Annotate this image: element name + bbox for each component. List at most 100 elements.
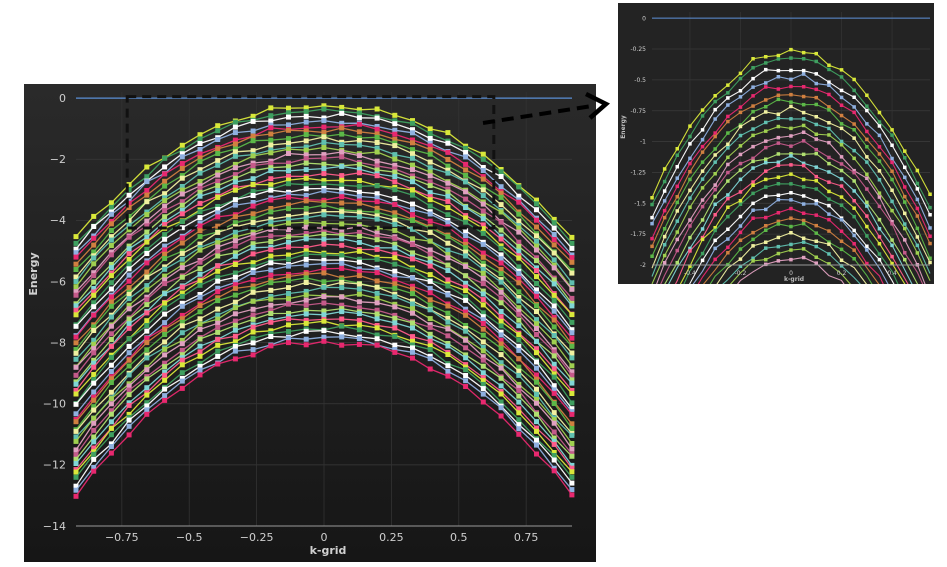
inset-band-marker [814,151,818,156]
main-band-marker [286,234,291,240]
main-band-marker [480,151,486,157]
main-band-marker [108,314,114,320]
main-band-marker [73,401,79,407]
main-band-marker [569,391,575,396]
inset-band-marker [839,162,844,166]
inset-band-marker [776,182,781,186]
main-band-marker [91,377,97,383]
main-band-marker [179,362,185,368]
inset-band-marker [776,160,781,164]
inset-band-marker [789,104,793,109]
main-band-marker [410,176,415,182]
main-band-marker [427,165,433,171]
main-band-marker [339,265,345,271]
inset-band-marker [726,205,730,209]
inset-band-marker [827,83,831,87]
main-band-marker [91,350,97,356]
main-band-marker [374,216,380,222]
main-band-marker [108,337,114,342]
main-band-marker [392,241,398,247]
main-band-marker [463,233,469,239]
zoom-region-box [125,95,496,230]
main-band-marker [108,380,114,385]
main-band-marker [286,322,291,328]
main-band-series [73,306,575,462]
main-band-marker [480,297,486,303]
main-band-marker [498,184,504,190]
main-x-tick-label: −0.5 [176,531,203,544]
main-band-marker [569,355,575,361]
main-band-marker [73,234,79,240]
inset-band-marker [839,264,844,268]
main-band-marker [427,159,433,165]
main-band-marker [427,297,433,303]
main-band-marker [179,173,185,179]
main-band-marker [551,303,557,309]
main-band-marker [162,377,168,383]
main-band-marker [480,363,486,369]
main-band-marker [179,337,185,343]
main-band-marker [534,233,539,239]
main-band-marker [392,251,398,257]
main-band-marker [427,143,433,149]
main-band-marker [286,151,291,156]
inset-band-series [650,56,932,210]
main-band-marker [303,198,309,204]
main-band-marker [551,225,557,231]
inset-band-marker [839,139,844,144]
main-band-marker [551,457,557,463]
main-band-marker [551,281,557,287]
main-band-marker [339,154,345,160]
main-band-marker [286,263,291,269]
inset-band-marker [751,259,755,263]
main-band-marker [374,307,380,313]
inset-band-marker [890,222,894,226]
main-band-marker [232,243,238,249]
inset-band-marker [738,264,743,268]
main-band-marker [356,322,362,328]
main-band-marker [445,234,451,240]
main-band-marker [569,469,575,475]
inset-band-marker [776,193,781,197]
main-band-series [73,338,575,499]
main-band-marker [427,131,433,136]
inset-band-marker [915,197,920,202]
inset-band-marker [814,87,818,92]
main-band-marker [321,236,327,242]
inset-band-marker [662,243,667,247]
main-band-marker [303,307,309,313]
main-band-marker [215,353,221,359]
main-band-marker [339,257,345,263]
inset-band-marker [726,83,730,87]
main-band-series [73,121,575,261]
main-band-marker [179,175,185,181]
main-band-marker [339,177,345,183]
main-band-marker [91,372,97,377]
inset-band-marker [713,153,717,157]
main-band-marker [356,305,362,311]
inset-band-marker [801,194,806,198]
main-band-marker [303,128,309,134]
main-band-marker [321,161,327,167]
main-band-marker [108,323,114,329]
inset-band-marker [865,234,869,238]
main-band-marker [356,311,362,317]
main-band-marker [91,415,97,421]
main-band-marker [197,209,203,215]
main-band-marker [144,287,150,293]
inset-band-marker [827,105,831,109]
main-band-marker [268,219,274,225]
main-band-marker [551,435,557,441]
inset-band-marker [814,95,818,100]
main-band-marker [286,202,291,208]
main-band-marker [268,311,274,316]
inset-band-marker [789,77,793,82]
main-band-marker [410,298,415,304]
main-band-marker [250,335,256,341]
main-band-marker [410,187,415,193]
main-band-marker [108,294,114,300]
main-band-marker [498,260,504,266]
main-band-marker [303,320,309,326]
inset-band-marker [827,63,831,67]
main-band-marker [268,233,274,239]
